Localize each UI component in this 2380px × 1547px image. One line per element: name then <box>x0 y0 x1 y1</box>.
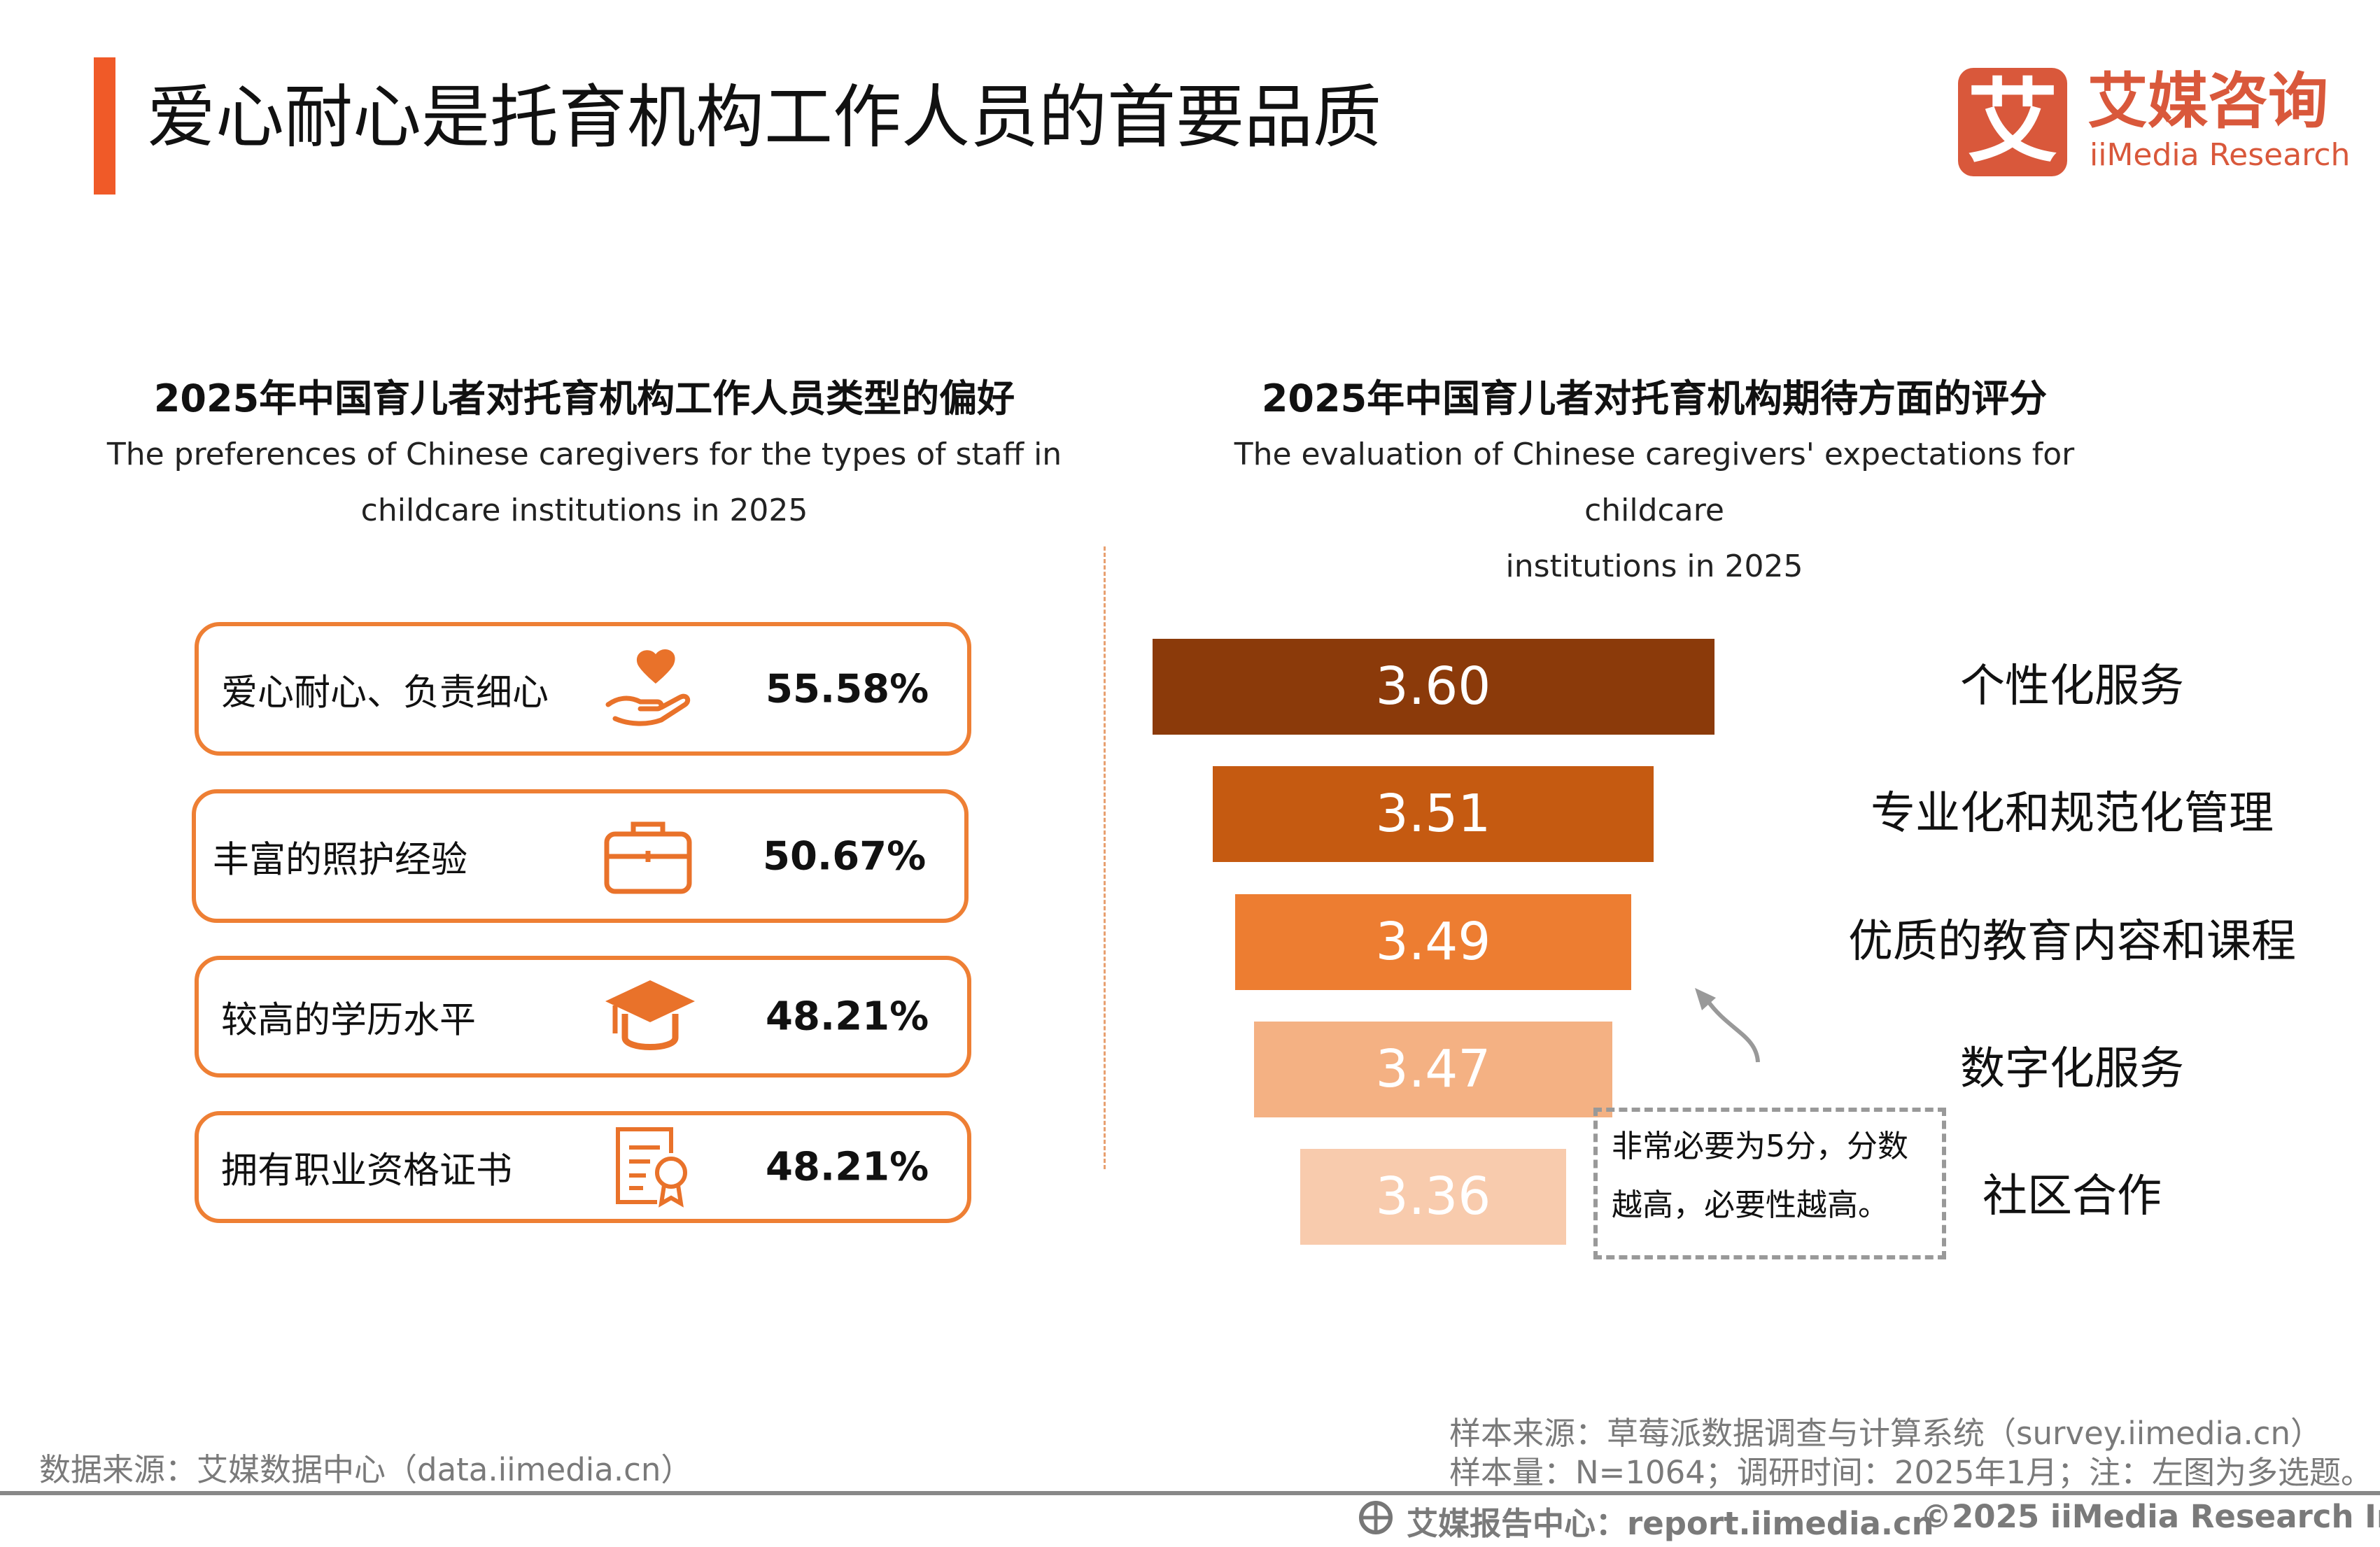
page-title: 爱心耐心是托育机构工作人员的首要品质 <box>147 78 1382 157</box>
copyright: ©2025 iiMedia Research Inc <box>1920 1498 2380 1535</box>
scoring-note: 非常必要为5分，分数越高，必要性越高。 <box>1593 1108 1946 1259</box>
card-label: 丰富的照护经验 <box>213 839 468 881</box>
preference-card: 较高的学历水平 48.21% <box>195 956 971 1078</box>
sample-source: 样本来源：草莓派数据调查与计算系统（survey.iimedia.cn） <box>1449 1415 2323 1452</box>
iimedia-logo: 艾 艾媒咨询 iiMedia Research <box>1958 66 2350 178</box>
card-label: 较高的学历水平 <box>221 999 477 1042</box>
logo-mark: 艾 <box>1958 68 2067 176</box>
section-divider <box>1104 546 1106 1169</box>
preference-card: 拥有职业资格证书 48.21% <box>195 1111 971 1223</box>
right-title-en-2: institutions in 2025 <box>1505 549 1803 584</box>
logo-text-cn: 艾媒咨询 <box>2087 66 2328 136</box>
left-title-en-1: The preferences of Chinese caregivers fo… <box>106 437 1062 472</box>
arrow-icon <box>1695 988 1760 1063</box>
left-title-zh: 2025年中国育儿者对托育机构工作人员类型的偏好 <box>153 376 1015 421</box>
funnel-bar: 3.36 <box>1300 1149 1566 1245</box>
right-title-en-1: The evaluation of Chinese caregivers' ex… <box>1234 437 2075 528</box>
category-label: 个性化服务 <box>1960 661 2184 712</box>
category-label: 社区合作 <box>1983 1171 2162 1222</box>
left-chart-heading: 2025年中国育儿者对托育机构工作人员类型的偏好 The preferences… <box>94 371 1074 539</box>
logo-text-en: iiMedia Research <box>2090 137 2351 173</box>
bar-value-label: 3.49 <box>1375 912 1491 972</box>
card-label: 拥有职业资格证书 <box>221 1150 513 1192</box>
right-title-zh: 2025年中国育儿者对托育机构期待方面的评分 <box>1261 376 2048 421</box>
left-title-en-2: childcare institutions in 2025 <box>360 493 808 528</box>
footer-rule <box>0 1491 2380 1495</box>
card-value: 48.21% <box>766 1144 929 1190</box>
category-label: 专业化和规范化管理 <box>1871 788 2274 840</box>
certificate-icon <box>616 1127 687 1208</box>
globe-icon <box>1359 1501 1393 1534</box>
briefcase-icon <box>604 821 692 893</box>
funnel-bar: 3.47 <box>1254 1022 1612 1117</box>
preference-card: 爱心耐心、负责细心 55.58% <box>195 622 971 756</box>
funnel-bar: 3.49 <box>1235 894 1631 990</box>
bar-value-label: 3.36 <box>1375 1166 1491 1227</box>
category-label: 优质的教育内容和课程 <box>1848 916 2296 968</box>
graduation-cap-icon <box>605 980 695 1050</box>
right-chart-heading: 2025年中国育儿者对托育机构期待方面的评分 The evaluation of… <box>1164 371 2144 595</box>
category-label: 数字化服务 <box>1960 1043 2184 1095</box>
sample-info: 样本量：N=1064；调研时间：2025年1月；注：左图为多选题。 <box>1449 1454 2373 1491</box>
funnel-bar: 3.51 <box>1213 766 1654 862</box>
card-label: 爱心耐心、负责细心 <box>221 672 549 714</box>
card-value: 50.67% <box>763 833 927 879</box>
funnel-bar: 3.60 <box>1152 639 1714 735</box>
title-accent-bar <box>94 57 115 195</box>
bar-value-label: 3.51 <box>1375 784 1491 844</box>
note-text: 非常必要为5分，分数越高，必要性越高。 <box>1612 1129 1908 1223</box>
heart-hand-icon <box>605 649 691 726</box>
card-value: 48.21% <box>766 994 929 1040</box>
report-center[interactable]: 艾媒报告中心：report.iimedia.cn <box>1407 1505 1934 1542</box>
data-source: 数据来源：艾媒数据中心（data.iimedia.cn） <box>39 1451 693 1488</box>
bar-value-label: 3.47 <box>1375 1039 1491 1099</box>
preference-card: 丰富的照护经验 50.67% <box>192 789 969 923</box>
bar-value-label: 3.60 <box>1375 656 1491 716</box>
card-value: 55.58% <box>766 666 929 712</box>
